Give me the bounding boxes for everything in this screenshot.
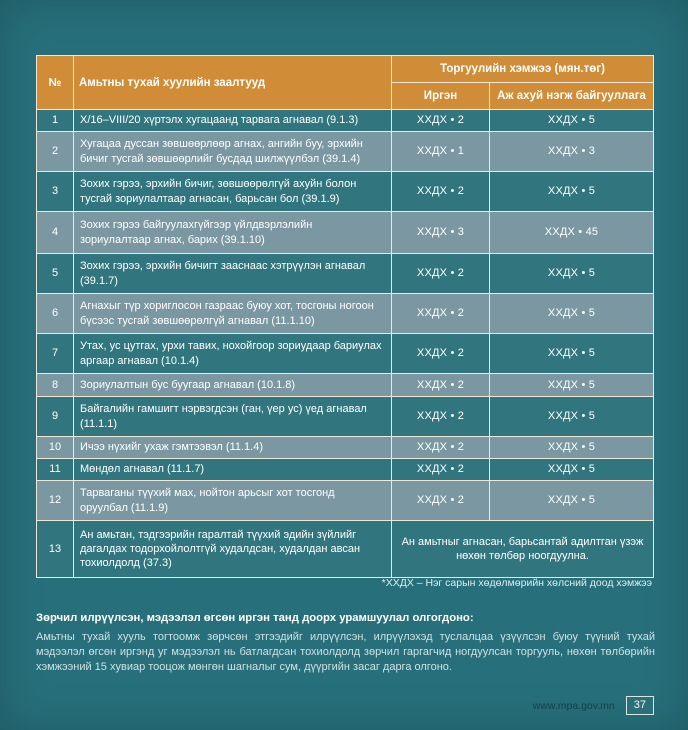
header-citizen-cell: Иргэн <box>391 82 490 110</box>
citizen-fine-cell: ХХДХ • 2 <box>391 253 490 294</box>
table-row: 10 Ичээ нүхийг ухаж гэмтээвэл (11.1.4) ХХД… <box>36 436 654 459</box>
table-row: 7 Утах, ус цутгах, урхи тавих, нохойгоор … <box>36 333 654 374</box>
provision-text-cell: Зохих гэрээ, эрхийн бичигт зааснаас хэтр… <box>73 253 392 294</box>
table-row: 2 Хугацаа дуссан зөвшөөрлөөр агнах, ангий… <box>36 131 654 172</box>
reward-notice-body: Амьтны тухай хууль тогтоомж зөрчсөн этгэ… <box>36 631 655 674</box>
entity-fine-cell: ХХДХ • 5 <box>489 436 654 459</box>
table-row: 1 Х/16–VIII/20 хүртэлх хугацаанд тарвага … <box>36 109 654 132</box>
provision-text-cell: Тарваганы түүхий мах, нойтон арьсыг хот … <box>73 480 392 521</box>
header-entity-cell: Аж ахуй нэгж байгууллага <box>489 82 654 110</box>
entity-fine-cell: ХХДХ • 45 <box>489 211 654 254</box>
page-number-badge: 37 <box>625 696 654 715</box>
page-footer: www.mpa.gov.mn 37 <box>533 696 654 715</box>
table-row: 9 Байгалийн гамшигт нэрвэгдсэн (ган, үер … <box>36 396 654 437</box>
citizen-fine-cell: ХХДХ • 3 <box>391 211 490 254</box>
provision-text-cell: Ичээ нүхийг ухаж гэмтээвэл (11.1.4) <box>73 436 392 459</box>
table-row: 8 Зориулалтын бус буугаар агнавал (10.1.8… <box>36 373 654 397</box>
table-row: 5 Зохих гэрээ, эрхийн бичигт зааснаас хэт… <box>36 253 654 294</box>
entity-fine-cell: ХХДХ • 5 <box>489 396 654 437</box>
citizen-fine-cell: ХХДХ • 2 <box>391 373 490 397</box>
row-number-cell: 5 <box>36 253 74 294</box>
provision-text-cell: Байгалийн гамшигт нэрвэгдсэн (ган, үер у… <box>73 396 392 437</box>
table-body: 1 Х/16–VIII/20 хүртэлх хугацаанд тарвага … <box>36 109 654 578</box>
citizen-fine-cell: ХХДХ • 2 <box>391 109 490 132</box>
entity-fine-cell: ХХДХ • 5 <box>489 171 654 212</box>
entity-fine-cell: ХХДХ • 5 <box>489 373 654 397</box>
provision-text-cell: Мөндөл агнавал (11.1.7) <box>73 458 392 481</box>
table-row: 12 Тарваганы түүхий мах, нойтон арьсыг хо… <box>36 480 654 521</box>
table-row: 13 Ан амьтан, тэдгээрийн гаралтай түүхий … <box>36 520 654 578</box>
row-number-cell: 1 <box>36 109 74 132</box>
citizen-fine-cell: ХХДХ • 2 <box>391 333 490 374</box>
entity-fine-cell: ХХДХ • 5 <box>489 109 654 132</box>
entity-fine-cell: ХХДХ • 3 <box>489 131 654 172</box>
entity-fine-cell: ХХДХ • 5 <box>489 480 654 521</box>
website-text: www.mpa.gov.mn <box>532 699 615 712</box>
citizen-fine-cell: ХХДХ • 2 <box>391 171 490 212</box>
citizen-fine-cell: ХХДХ • 2 <box>391 458 490 481</box>
table-footnote: *ХХДХ – Нэг сарын хөдөлмөрийн хөлсний до… <box>381 577 652 589</box>
header-provisions-cell: Амьтны тухай хуулийн заалтууд <box>73 55 392 110</box>
table-row: 4 Зохих гэрээ байгуулахгүйгээр үйлдвэрлэл… <box>36 211 654 254</box>
row-number-cell: 10 <box>36 436 74 459</box>
provision-text-cell: Зохих гэрээ, эрхийн бичиг, зөвшөөрөлгүй … <box>73 171 392 212</box>
row-number-cell: 9 <box>36 396 74 437</box>
row-number-cell: 13 <box>36 520 74 578</box>
row-number-cell: 4 <box>36 211 74 254</box>
citizen-fine-cell: ХХДХ • 2 <box>391 396 490 437</box>
table-row: 11 Мөндөл агнавал (11.1.7) ХХДХ • 2 ХХДХ • … <box>36 458 654 481</box>
entity-fine-cell: ХХДХ • 5 <box>489 253 654 294</box>
provision-text-cell: Хугацаа дуссан зөвшөөрлөөр агнах, ангийн… <box>73 131 392 172</box>
provision-text-cell: Х/16–VIII/20 хүртэлх хугацаанд тарвага а… <box>73 109 392 132</box>
penalty-merged-cell: Ан амьтныг агнасан, барьсантай адилтган … <box>391 520 654 578</box>
provision-text-cell: Утах, ус цутгах, урхи тавих, нохойгоор з… <box>73 333 392 374</box>
provision-text-cell: Зохих гэрээ байгуулахгүйгээр үйлдвэрлэли… <box>73 211 392 254</box>
reward-notice: Зөрчил илрүүлсэн, мэдээлэл өгсөн иргэн т… <box>36 612 655 676</box>
table-row: 6 Агнахыг түр хориглосон газраас буюу хот… <box>36 293 654 334</box>
citizen-fine-cell: ХХДХ • 2 <box>391 293 490 334</box>
fines-table: № Амьтны тухай хуулийн заалтууд Торгуули… <box>36 55 654 578</box>
citizen-fine-cell: ХХДХ • 2 <box>391 436 490 459</box>
entity-fine-cell: ХХДХ • 5 <box>489 333 654 374</box>
provision-text-cell: Зориулалтын бус буугаар агнавал (10.1.8) <box>73 373 392 397</box>
row-number-cell: 6 <box>36 293 74 334</box>
fines-table-header: № Амьтны тухай хуулийн заалтууд Торгуули… <box>36 55 654 110</box>
row-number-cell: 2 <box>36 131 74 172</box>
entity-fine-cell: ХХДХ • 5 <box>489 293 654 334</box>
header-fine-group-cell: Торгуулийн хэмжээ (мян.төг) <box>391 55 654 83</box>
row-number-cell: 8 <box>36 373 74 397</box>
row-number-cell: 12 <box>36 480 74 521</box>
citizen-fine-cell: ХХДХ • 2 <box>391 480 490 521</box>
table-row: 3 Зохих гэрээ, эрхийн бичиг, зөвшөөрөлгүй… <box>36 171 654 212</box>
reward-notice-heading: Зөрчил илрүүлсэн, мэдээлэл өгсөн иргэн т… <box>36 612 474 624</box>
row-number-cell: 3 <box>36 171 74 212</box>
entity-fine-cell: ХХДХ • 5 <box>489 458 654 481</box>
row-number-cell: 11 <box>36 458 74 481</box>
row-number-cell: 7 <box>36 333 74 374</box>
provision-text-cell: Агнахыг түр хориглосон газраас буюу хот,… <box>73 293 392 334</box>
header-number-cell: № <box>36 55 74 110</box>
citizen-fine-cell: ХХДХ • 1 <box>391 131 490 172</box>
provision-text-cell: Ан амьтан, тэдгээрийн гаралтай түүхий эд… <box>73 520 392 578</box>
